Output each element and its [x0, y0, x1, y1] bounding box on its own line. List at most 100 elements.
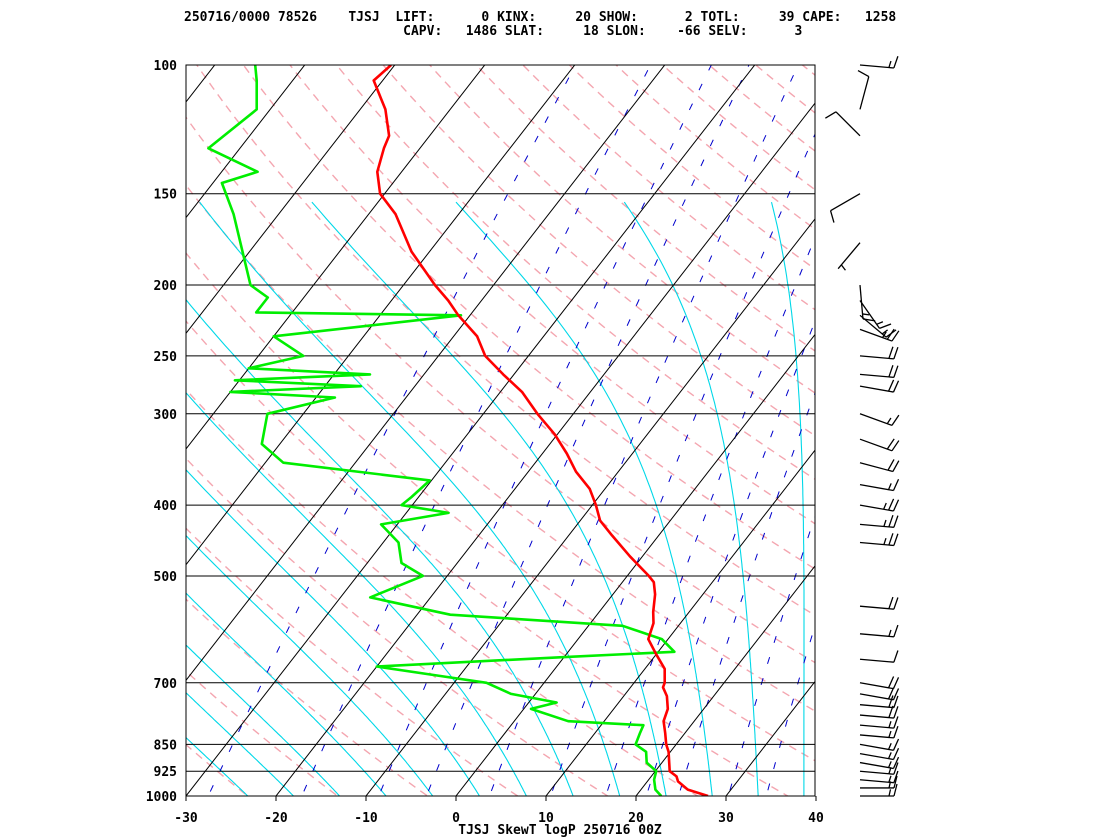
wind-barb	[859, 596, 899, 610]
barb-feather	[893, 597, 899, 610]
wind-barb	[859, 747, 900, 761]
dry-adiabat	[521, 65, 815, 311]
barb-half-feather	[886, 417, 892, 425]
moist-adiabat	[455, 201, 713, 796]
barb-staff	[859, 724, 894, 729]
barb-staff	[859, 541, 894, 547]
wind-barb	[825, 111, 861, 137]
barb-staff	[859, 734, 894, 739]
barb-half-feather	[882, 331, 887, 338]
barb-staff	[859, 385, 894, 393]
isotherm	[0, 49, 47, 812]
barb-feather	[892, 738, 900, 751]
barb-feather	[893, 706, 899, 719]
dry-adiabat	[615, 65, 815, 230]
barb-feather	[893, 624, 899, 638]
isotherm	[804, 49, 1120, 812]
wind-barbs	[825, 56, 900, 797]
temperature-tick-label: 40	[808, 811, 824, 826]
pressure-label: 400	[154, 499, 178, 514]
moist-adiabat	[186, 469, 481, 796]
barb-staff	[859, 523, 894, 528]
barb-staff	[859, 64, 894, 69]
isotherms	[0, 49, 1120, 812]
barb-staff	[859, 770, 894, 775]
moist-adiabat	[199, 201, 621, 796]
barb-feather	[888, 365, 894, 378]
moist-adiabats	[186, 201, 805, 796]
pressure-label: 700	[154, 677, 178, 692]
mixing-ratio-line	[378, 65, 712, 796]
barb-feather	[891, 440, 900, 452]
dry-adiabat	[186, 743, 249, 796]
barb-feather	[893, 762, 899, 775]
temperature-tick-label: 30	[718, 811, 734, 826]
header-line-1: 250716/0000 78526 TJSJ LIFT: 0 KINX: 20 …	[184, 10, 896, 25]
temperature-profile	[372, 65, 709, 796]
barb-feather	[885, 329, 897, 338]
barb-half-feather	[876, 321, 884, 325]
barb-feather	[892, 478, 900, 491]
isotherm	[0, 49, 137, 812]
isotherm	[455, 333, 815, 796]
barb-staff	[837, 242, 861, 270]
barb-staff	[859, 328, 893, 342]
pressure-label: 300	[154, 408, 178, 423]
barb-feather	[893, 365, 899, 378]
barb-feather	[893, 515, 899, 528]
wind-barb	[859, 379, 900, 393]
moist-adiabat	[186, 736, 249, 796]
temperature-tick-label: -20	[264, 811, 288, 826]
wind-barb	[859, 498, 900, 512]
barb-half-feather	[887, 742, 892, 750]
mixing-ratio-line	[605, 236, 815, 796]
mixing-ratio-line	[550, 132, 815, 796]
mixing-ratio-line	[677, 391, 815, 796]
barb-feather	[888, 514, 894, 528]
wind-barb	[859, 438, 900, 452]
barb-staff	[859, 693, 894, 701]
dry-adiabat	[661, 65, 815, 191]
pressure-label: 850	[154, 738, 178, 753]
dry-adiabat	[801, 65, 815, 76]
barb-feather	[892, 499, 900, 512]
moist-adiabat	[311, 201, 667, 796]
wind-barb	[859, 346, 899, 360]
barb-feather	[893, 346, 899, 360]
barb-feather	[891, 330, 900, 342]
isotherm	[186, 65, 216, 103]
pressure-label: 250	[154, 350, 178, 365]
wind-barb	[859, 687, 900, 701]
barb-feather	[887, 459, 895, 471]
wind-barb	[859, 770, 899, 784]
barb-feather	[862, 318, 876, 322]
barb-half-feather	[888, 789, 892, 797]
wind-barb	[859, 624, 899, 638]
barb-feather	[887, 379, 895, 392]
moist-adiabat	[186, 391, 528, 796]
barb-staff	[859, 714, 894, 719]
header-line-2: CAPV: 1486 SLAT: 18 SLON: -66 SELV: 3	[184, 24, 802, 39]
isotherm	[186, 65, 396, 335]
temperature-axis-labels: -30 -20 -10 0 10 20 30 40	[174, 796, 824, 826]
barb-feather	[887, 676, 895, 689]
barb-feather	[893, 716, 899, 729]
barb-feather	[893, 725, 899, 739]
barb-feather	[857, 69, 870, 78]
moist-adiabat	[623, 201, 759, 796]
wind-barb	[857, 69, 870, 110]
temperature-tick-label: 10	[538, 811, 554, 826]
dry-adiabat	[242, 65, 815, 570]
barb-feather	[893, 775, 898, 789]
dry-adiabat	[186, 184, 815, 712]
barb-staff	[835, 111, 861, 137]
dry-adiabat	[335, 65, 815, 481]
barb-half-feather	[887, 752, 892, 759]
wind-barb	[859, 716, 899, 729]
mixing-ratio-line	[207, 65, 577, 796]
barb-staff	[859, 633, 894, 638]
wind-barb	[859, 284, 876, 322]
barb-half-feather	[887, 761, 892, 768]
chart-title: TJSJ SkewT logP 250716 00Z	[458, 823, 662, 838]
wind-barb	[859, 650, 899, 663]
